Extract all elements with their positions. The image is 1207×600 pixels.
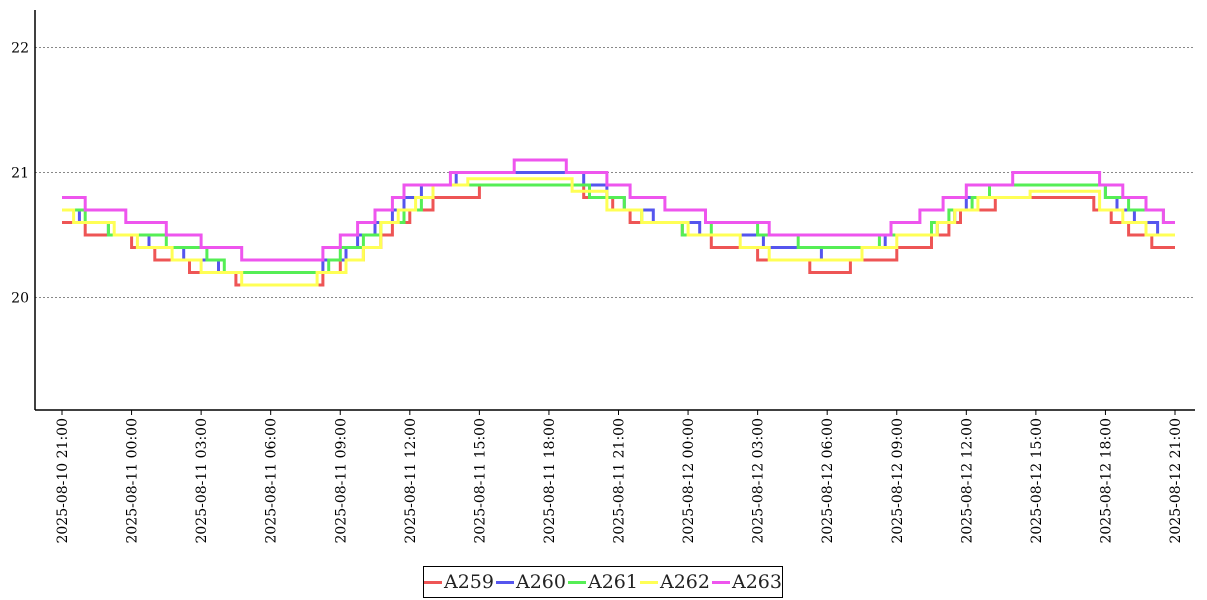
x-tick-label: 2025-08-12 21:00 <box>1168 418 1184 544</box>
series-line-A263 <box>62 158 1175 262</box>
legend-label: A260 <box>516 571 566 593</box>
legend-swatch <box>712 580 730 584</box>
legend-label: A261 <box>588 571 638 593</box>
legend-item-A259: A259 <box>424 571 494 593</box>
series-line-A260 <box>62 171 1175 274</box>
legend-label: A262 <box>660 571 710 593</box>
x-tick-label: 2025-08-11 09:00 <box>333 418 349 544</box>
legend-swatch <box>568 580 586 584</box>
x-tick-label: 2025-08-11 03:00 <box>194 418 210 544</box>
x-tick-label: 2025-08-11 21:00 <box>612 418 628 544</box>
series-line-A261 <box>62 183 1175 274</box>
x-tick-label: 2025-08-12 06:00 <box>820 418 836 544</box>
x-tick-label: 2025-08-12 09:00 <box>890 418 906 544</box>
x-tick-label: 2025-08-12 15:00 <box>1029 418 1045 544</box>
legend-swatch <box>424 580 442 584</box>
legend-item-A260: A260 <box>496 571 566 593</box>
x-tick-label: 2025-08-11 12:00 <box>403 418 419 544</box>
y-tick-label: 20 <box>11 291 29 307</box>
y-tick-label: 22 <box>11 41 29 57</box>
x-tick-label: 2025-08-12 12:00 <box>959 418 975 544</box>
x-tick-label: 2025-08-11 06:00 <box>264 418 280 544</box>
series-line-A259 <box>62 183 1175 287</box>
legend-swatch <box>496 580 514 584</box>
x-tick-label: 2025-08-11 18:00 <box>542 418 558 544</box>
x-tick-label: 2025-08-12 03:00 <box>751 418 767 544</box>
axes <box>34 10 1195 411</box>
y-tick-labels: 20 21 22 <box>11 41 29 307</box>
x-tick-label: 2025-08-10 21:00 <box>55 418 71 544</box>
x-tick-label: 2025-08-12 18:00 <box>1098 418 1114 544</box>
legend-label: A259 <box>444 571 494 593</box>
legend-item-A261: A261 <box>568 571 638 593</box>
x-tick-label: 2025-08-11 15:00 <box>472 418 488 544</box>
x-tick-label: 2025-08-11 00:00 <box>125 418 141 544</box>
legend: A259 A260 A261 A262 A263 <box>423 566 783 598</box>
legend-label: A263 <box>732 571 782 593</box>
x-tick-labels: 2025-08-10 21:00 2025-08-11 00:00 2025-08-… <box>55 410 1184 544</box>
legend-swatch <box>640 580 658 584</box>
legend-item-A262: A262 <box>640 571 710 593</box>
series-line-A262 <box>62 177 1175 287</box>
y-tick-label: 21 <box>11 166 29 182</box>
series-lines <box>62 158 1175 287</box>
x-tick-label: 2025-08-12 00:00 <box>681 418 697 544</box>
legend-item-A263: A263 <box>712 571 782 593</box>
gridlines <box>35 47 1195 298</box>
